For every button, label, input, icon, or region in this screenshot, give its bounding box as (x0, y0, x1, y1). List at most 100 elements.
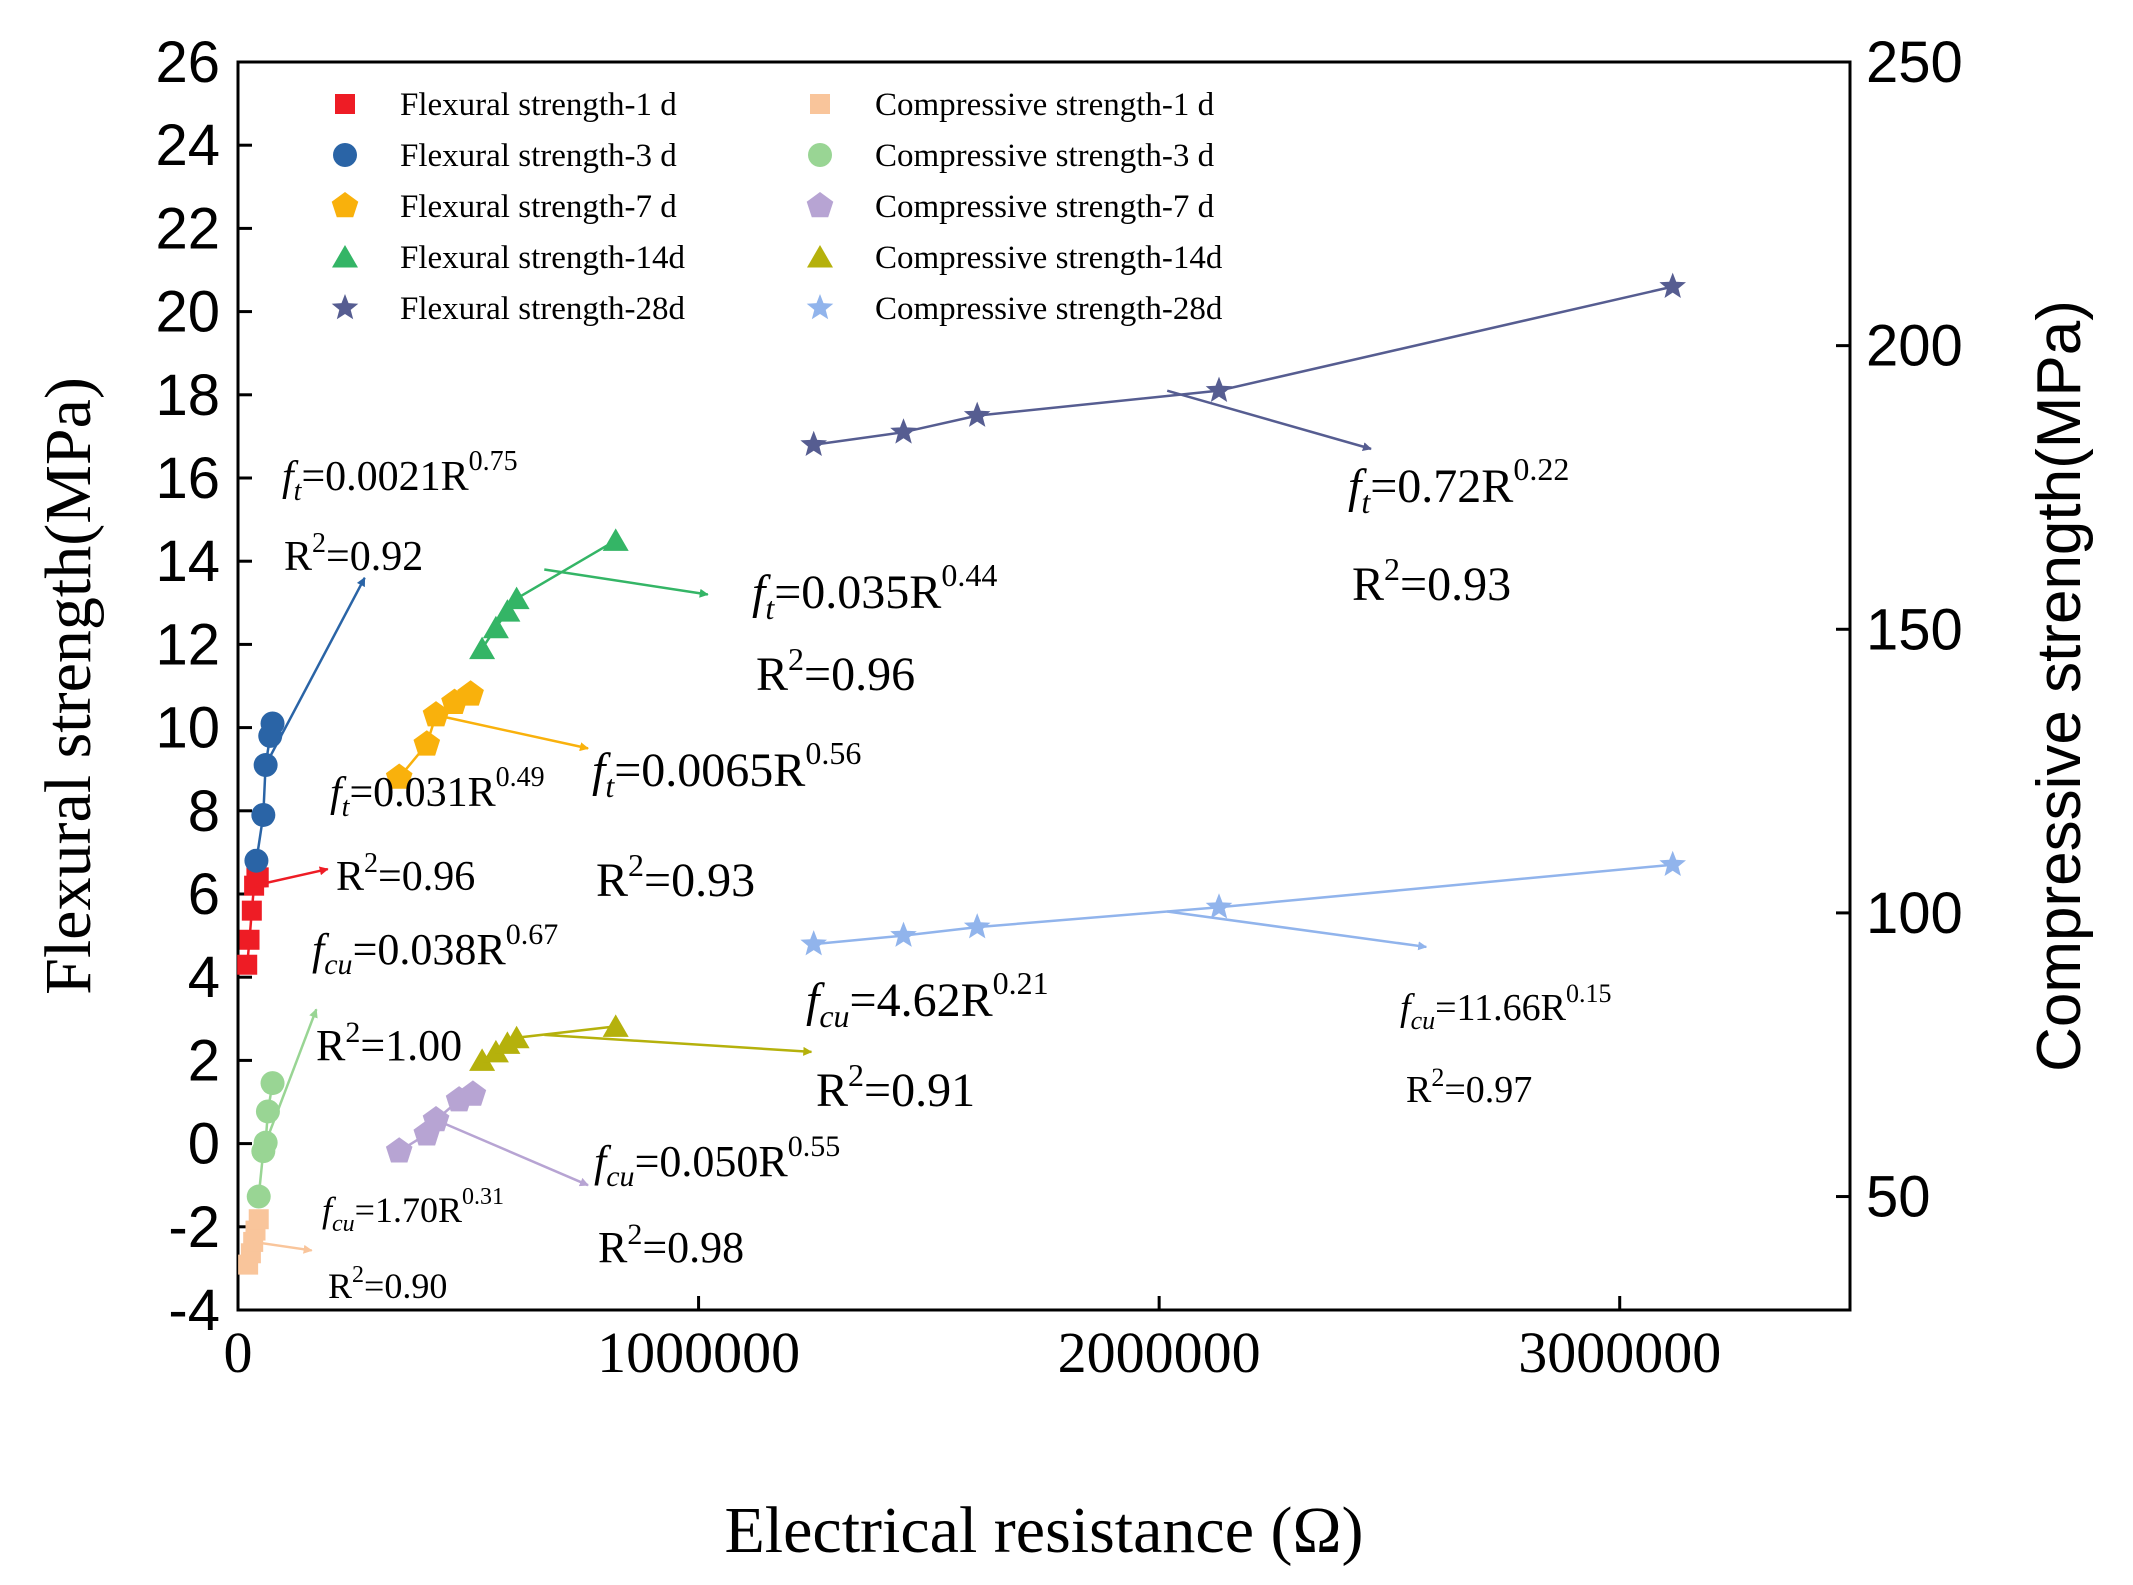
y-tick-label: 8 (188, 779, 220, 844)
legend-marker (332, 245, 358, 268)
data-point (251, 802, 276, 827)
data-point (469, 636, 496, 660)
legend-marker (806, 294, 834, 320)
legend-marker (331, 192, 359, 218)
annotation-arrow (264, 1008, 318, 1144)
data-point (248, 1209, 269, 1230)
annotation-arrow (1167, 910, 1428, 951)
data-point (457, 680, 484, 706)
data-point (469, 1048, 496, 1071)
data-point (244, 848, 269, 873)
data-point (482, 1039, 509, 1063)
data-point (800, 930, 827, 956)
data-point (963, 401, 991, 427)
data-point (413, 730, 441, 756)
y-tick-label: -2 (168, 1195, 220, 1260)
annotation-arrow (264, 577, 366, 766)
data-point (890, 921, 917, 947)
equation-ft-7d: ft=0.0065R0.56 (592, 735, 861, 804)
y-tick-label: 6 (188, 862, 220, 927)
y-tick-label: 2 (188, 1028, 220, 1093)
data-point (1205, 376, 1233, 402)
annotation-arrow (435, 1118, 589, 1187)
y-tick-label: 10 (155, 696, 220, 761)
legend-label: Flexural strength-28d (400, 291, 686, 327)
x-tick-label: 3000000 (1518, 1320, 1721, 1385)
data-point (890, 418, 917, 444)
legend-marker (810, 94, 830, 114)
r2-ft-1d: R2=0.96 (336, 848, 475, 900)
r2-fcu-28d: R2=0.97 (1406, 1063, 1532, 1111)
x-tick-label: 0 (224, 1320, 253, 1385)
legend-label: Flexural strength-1 d (400, 87, 677, 123)
data-points (237, 272, 1686, 1275)
r2-fcu-3d: R2=1.00 (316, 1016, 462, 1070)
equation-ft-14d: ft=0.035R0.44 (752, 557, 997, 626)
r2-fcu-7d: R2=0.98 (598, 1218, 744, 1272)
y-tick-label: 12 (155, 612, 220, 677)
data-point (1659, 272, 1686, 298)
equation-ft-28d: ft=0.72R0.22 (1348, 451, 1569, 520)
data-point (800, 430, 827, 456)
r2-fcu-14d: R2=0.91 (816, 1057, 975, 1117)
axis-ticks: 0 1000000 2000000 3000000-4-202468101214161… (155, 30, 1962, 1385)
annotation-arrow (435, 713, 589, 752)
legend-label: Flexural strength-3 d (400, 138, 677, 174)
data-point (422, 701, 450, 727)
r2-fcu-1d: R2=0.90 (328, 1262, 447, 1306)
y-tick-label: 20 (155, 280, 220, 345)
x-tick-label: 2000000 (1058, 1320, 1261, 1385)
equation-fcu-28d: fcu=11.66R0.15 (1400, 979, 1611, 1035)
annotation-arrows (253, 389, 1428, 1254)
data-point (503, 1025, 530, 1049)
y-axis-title: Flexural strength(MPa) (32, 377, 105, 995)
legend-label: Compressive strength-28d (875, 291, 1223, 327)
equation-ft-1d: ft=0.031R0.49 (330, 762, 545, 823)
data-point (385, 1137, 413, 1163)
legend-label: Compressive strength-1 d (875, 87, 1215, 123)
y-tick-label: 4 (188, 945, 220, 1010)
equation-fcu-14d: fcu=4.62R0.21 (806, 965, 1049, 1034)
legend-marker (333, 143, 357, 167)
data-point (239, 929, 260, 950)
data-point (963, 913, 991, 939)
legend-label: Compressive strength-3 d (875, 138, 1215, 174)
y-tick-label: 26 (155, 30, 220, 95)
y-tick-label: -4 (168, 1278, 220, 1343)
equation-fcu-1d: fcu=1.70R0.31 (322, 1184, 504, 1237)
legend-marker (808, 143, 832, 167)
fit-curve-9 (813, 863, 1673, 946)
y2-tick-label: 200 (1866, 314, 1963, 379)
y2-axis-title: Compressive strength(MPa) (2025, 300, 2094, 1072)
data-point (459, 1080, 487, 1106)
legend: Flexural strength-1 d Flexural strength-3… (331, 87, 1223, 327)
y-tick-label: 14 (155, 529, 220, 594)
legend-marker (331, 294, 359, 320)
data-point (482, 615, 509, 639)
annotation-arrow (544, 568, 709, 598)
annotation-arrow (253, 866, 329, 887)
y-tick-label: 24 (155, 113, 220, 178)
x-tick-label: 1000000 (597, 1320, 800, 1385)
legend-label: Flexural strength-7 d (400, 189, 677, 225)
equation-annotations: ft=0.0021R0.75 R2=0.92 ft=0.031R0.49 R2=… (282, 446, 1611, 1306)
r2-ft-28d: R2=0.93 (1352, 551, 1511, 611)
y2-tick-label: 100 (1866, 881, 1963, 946)
data-point (1659, 850, 1686, 876)
y2-tick-label: 150 (1866, 597, 1963, 662)
data-point (494, 599, 521, 622)
y-tick-label: 18 (155, 363, 220, 428)
data-point (422, 1106, 450, 1132)
data-point (1205, 893, 1233, 919)
data-point (385, 763, 413, 789)
annotation-arrow (544, 1033, 813, 1056)
plot-area-frame (236, 60, 1852, 1312)
x-axis-title: Electrical resistance (Ω) (724, 1494, 1363, 1567)
data-point (246, 1184, 271, 1209)
legend-label: Flexural strength-14d (400, 240, 686, 276)
data-point (602, 528, 629, 551)
annotation-arrow (253, 1240, 313, 1254)
y-tick-label: 0 (188, 1112, 220, 1177)
legend-marker (335, 94, 355, 114)
y-tick-label: 22 (155, 196, 220, 261)
